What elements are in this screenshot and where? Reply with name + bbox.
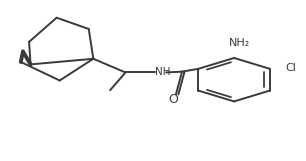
Text: Cl: Cl [285,63,296,73]
Text: NH: NH [155,67,171,77]
Text: NH₂: NH₂ [229,38,250,48]
Text: O: O [169,93,178,106]
